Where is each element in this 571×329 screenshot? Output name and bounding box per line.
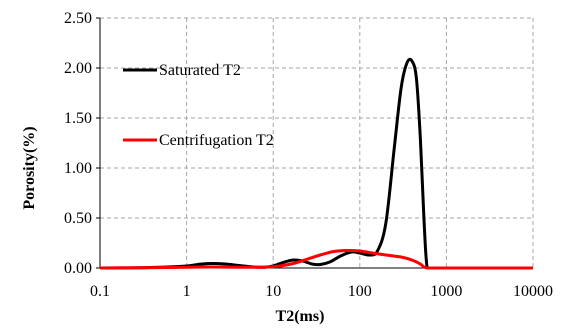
y-tick-label: 1.00 bbox=[64, 160, 92, 177]
y-tick-label: 0.00 bbox=[64, 260, 92, 277]
legend-label: Centrifugation T2 bbox=[159, 132, 274, 149]
tick-labels: 0.00 0.50 1.00 1.50 2.00 2.50 0.1 1 10 100 1000 100… bbox=[64, 10, 553, 300]
series-lines bbox=[99, 57, 533, 270]
x-tick-label: 1000 bbox=[430, 283, 462, 300]
x-tick-label: 100 bbox=[348, 283, 372, 300]
series-line-saturated-t2 bbox=[99, 57, 533, 270]
legend-label: Saturated T2 bbox=[159, 62, 241, 79]
y-tick-label: 1.50 bbox=[64, 110, 92, 127]
x-tick-label: 0.1 bbox=[90, 283, 110, 300]
x-tick-label: 1 bbox=[183, 283, 191, 300]
series-line-centrifugation-t2 bbox=[99, 248, 533, 270]
y-tick-label: 2.50 bbox=[64, 10, 92, 27]
x-axis-title: T2(ms) bbox=[276, 308, 325, 325]
grid bbox=[100, 17, 534, 268]
y-tick-label: 0.50 bbox=[64, 210, 92, 227]
y-tick-label: 2.00 bbox=[64, 60, 92, 77]
legend: Saturated T2 Centrifugation T2 bbox=[123, 62, 274, 149]
x-tick-label: 10 bbox=[265, 283, 281, 300]
y-axis-title: Porosity(%) bbox=[21, 126, 38, 209]
x-tick-label: 10000 bbox=[513, 283, 553, 300]
